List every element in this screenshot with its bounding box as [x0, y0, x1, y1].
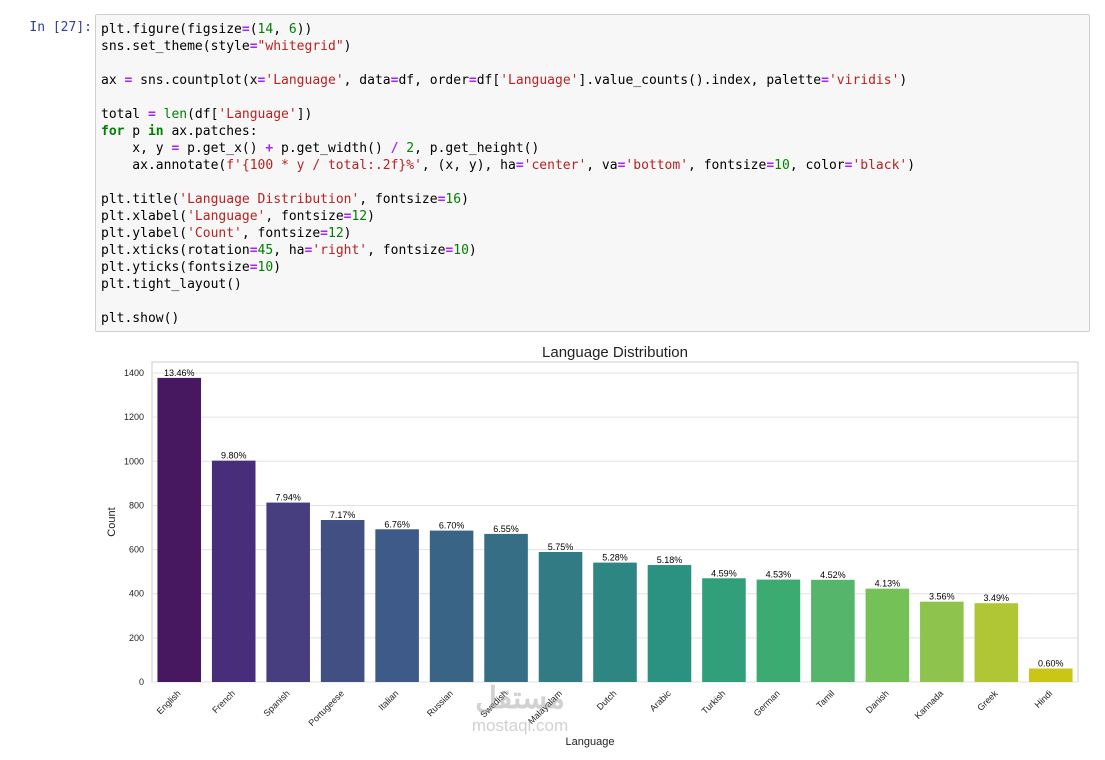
chart-title: Language Distribution: [542, 344, 688, 361]
y-tick-label: 1400: [124, 368, 144, 378]
y-tick-label: 0: [139, 677, 144, 687]
bar-label: 6.55%: [493, 524, 519, 534]
bar-label: 7.94%: [275, 493, 301, 503]
x-tick-label: Italian: [376, 688, 400, 712]
x-tick-label: Spanish: [262, 688, 292, 718]
y-tick-label: 800: [129, 500, 144, 510]
x-tick-label: Greek: [975, 688, 1000, 713]
bar: [375, 529, 419, 682]
x-tick-label: French: [210, 688, 237, 715]
y-tick-label: 400: [129, 589, 144, 599]
bar-label: 6.70%: [439, 521, 465, 531]
bar: [211, 460, 256, 682]
bar-label: 4.59%: [711, 568, 737, 578]
y-tick-label: 1200: [124, 412, 144, 422]
bar-label: 13.46%: [164, 368, 195, 378]
bar: [157, 377, 202, 682]
x-tick-label: Turkish: [700, 688, 728, 716]
bar-label: 5.75%: [548, 542, 574, 552]
bar: [647, 565, 692, 682]
x-tick-label: Tamil: [814, 688, 836, 710]
code-editor[interactable]: plt.figure(figsize=(14, 6)) sns.set_them…: [101, 22, 916, 326]
bar-label: 9.80%: [221, 451, 247, 461]
bar-label: 4.13%: [875, 579, 901, 589]
y-tick-label: 600: [129, 545, 144, 555]
bar: [920, 601, 964, 682]
y-tick-label: 200: [129, 633, 144, 643]
bar-label: 0.60%: [1038, 659, 1064, 669]
bar: [429, 530, 474, 682]
bar-label: 3.49%: [984, 593, 1010, 603]
x-axis-label: Language: [566, 736, 615, 748]
bar: [593, 562, 637, 682]
language-distribution-chart: 0 200 400 600 800 1000 1200 1400 13.46% English 9.…: [106, 344, 1079, 748]
bar: [756, 579, 801, 682]
bar: [702, 578, 746, 682]
bar-label: 4.53%: [766, 570, 792, 580]
y-tick-label: 1000: [124, 456, 144, 466]
bar-label: 5.18%: [657, 555, 683, 565]
bar: [865, 588, 910, 682]
bar-label: 7.17%: [330, 510, 356, 520]
watermark-logo: مستقل: [475, 682, 565, 715]
bar: [320, 520, 365, 682]
code-cell[interactable]: plt.figure(figsize=(14, 6)) sns.set_them…: [95, 14, 1090, 332]
watermark-text: mostaql.com: [472, 716, 568, 735]
bar-label: 6.76%: [384, 519, 410, 529]
x-tick-label: English: [155, 688, 183, 716]
bar-label: 3.56%: [929, 592, 955, 602]
bar: [484, 533, 528, 682]
bar: [811, 579, 855, 682]
x-tick-label: Arabic: [648, 688, 673, 713]
x-tick-label: Kannada: [913, 688, 946, 721]
bar-label: 4.52%: [820, 570, 846, 580]
bar-label: 5.28%: [602, 553, 628, 563]
x-tick-label: Dutch: [595, 688, 619, 712]
cell-prompt: In [27]:: [29, 20, 92, 35]
x-tick-label: Danish: [864, 688, 891, 715]
x-tick-label: German: [752, 688, 782, 718]
cell-output: 0 200 400 600 800 1000 1200 1400 13.46% English 9.…: [95, 338, 1090, 756]
bar: [266, 502, 310, 682]
x-tick-label: Portugeese: [306, 688, 346, 728]
x-tick-label: Hindi: [1033, 688, 1055, 710]
y-axis-label: Count: [106, 507, 118, 536]
bar: [974, 603, 1019, 682]
bar: [538, 552, 583, 682]
bar: [1028, 668, 1073, 682]
x-tick-label: Russian: [425, 688, 455, 718]
